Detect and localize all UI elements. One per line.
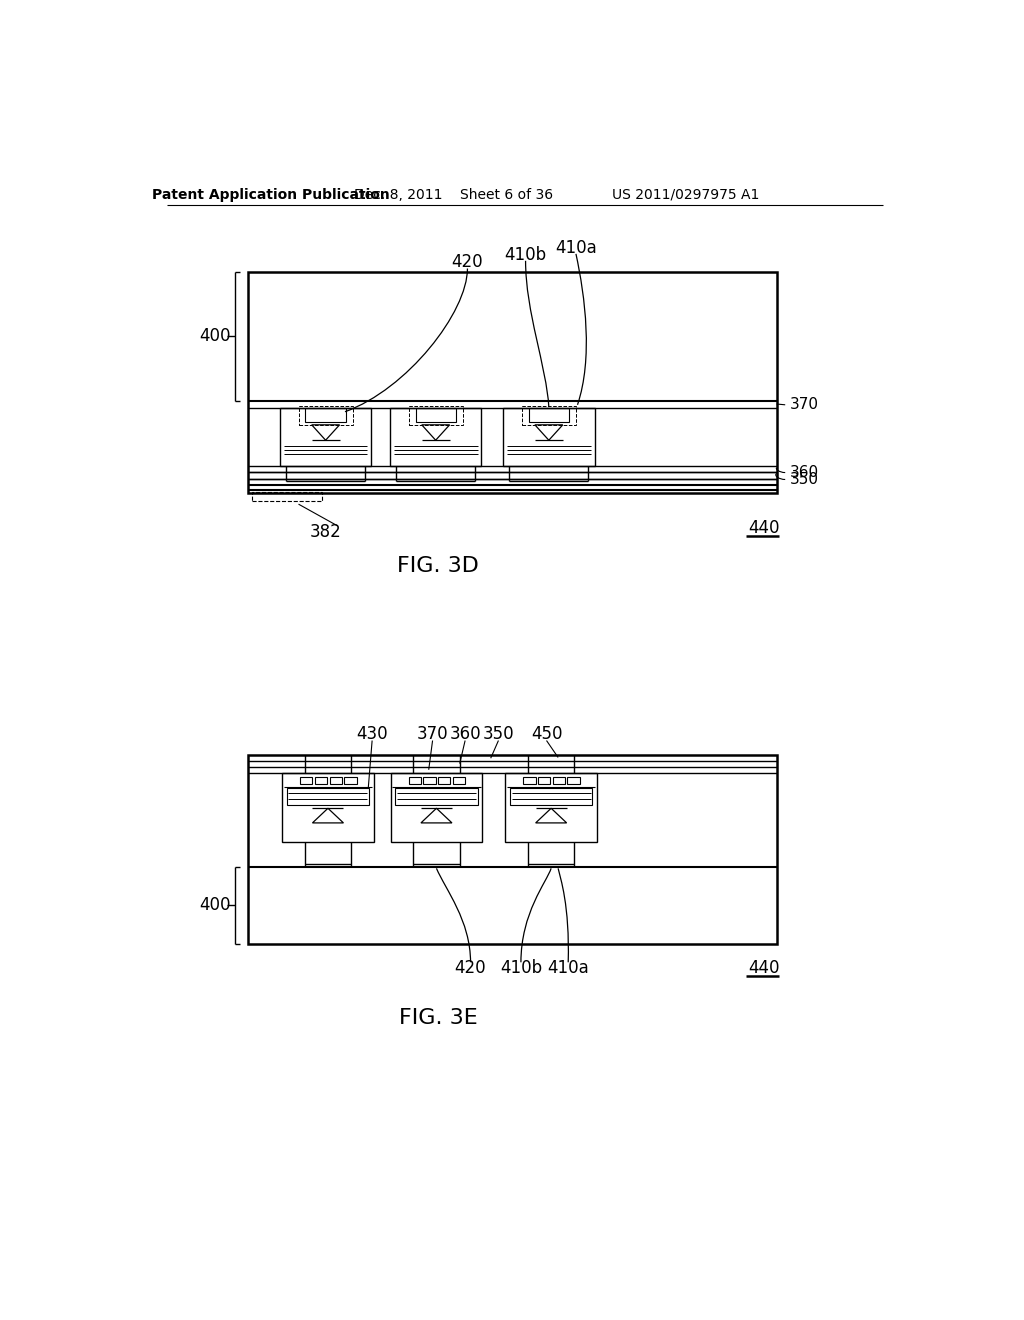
Bar (409, 776, 421, 784)
Text: 350: 350 (790, 473, 819, 487)
Text: FIG. 3D: FIG. 3D (397, 557, 479, 577)
Text: 360: 360 (450, 726, 481, 743)
Text: 382: 382 (309, 523, 341, 541)
Bar (523, 776, 536, 784)
Text: 400: 400 (199, 896, 230, 915)
Bar (409, 407, 463, 425)
Bar (528, 408, 569, 422)
Text: 360: 360 (790, 465, 819, 480)
Bar (395, 788, 477, 805)
Bar (344, 776, 356, 784)
Text: Patent Application Publication: Patent Application Publication (153, 187, 390, 202)
Text: 350: 350 (482, 726, 514, 743)
Bar (521, 407, 575, 425)
Text: 440: 440 (748, 960, 779, 977)
Bar (438, 776, 451, 784)
Bar (506, 774, 597, 842)
Bar (390, 408, 481, 466)
Text: 370: 370 (790, 397, 819, 412)
Bar (287, 788, 369, 805)
Text: Dec. 8, 2011    Sheet 6 of 36: Dec. 8, 2011 Sheet 6 of 36 (354, 187, 553, 202)
Bar (538, 776, 550, 784)
Text: FIG. 3E: FIG. 3E (398, 1008, 477, 1028)
Text: 440: 440 (748, 519, 779, 537)
Bar (553, 776, 565, 784)
Bar (330, 776, 342, 784)
Text: US 2011/0297975 A1: US 2011/0297975 A1 (612, 187, 760, 202)
Bar (300, 776, 312, 784)
Text: 420: 420 (452, 253, 483, 272)
Bar (252, 492, 322, 502)
Bar (299, 407, 352, 425)
Bar (283, 774, 374, 842)
Bar (416, 408, 456, 422)
Bar (453, 776, 465, 784)
Bar (391, 774, 482, 842)
Bar (423, 776, 435, 784)
Bar (314, 776, 328, 784)
Text: 450: 450 (530, 726, 562, 743)
Text: 370: 370 (417, 726, 449, 743)
Text: 420: 420 (455, 960, 486, 977)
Bar (503, 408, 595, 466)
Text: 410b: 410b (505, 246, 547, 264)
Text: 410b: 410b (500, 960, 542, 977)
Bar (305, 408, 346, 422)
Text: 400: 400 (199, 327, 230, 346)
Bar (510, 788, 592, 805)
Bar (280, 408, 372, 466)
Text: 430: 430 (356, 726, 388, 743)
Bar (248, 755, 776, 944)
Bar (248, 272, 776, 494)
Bar (567, 776, 580, 784)
Text: 410a: 410a (547, 960, 589, 977)
Text: 410a: 410a (555, 239, 597, 256)
